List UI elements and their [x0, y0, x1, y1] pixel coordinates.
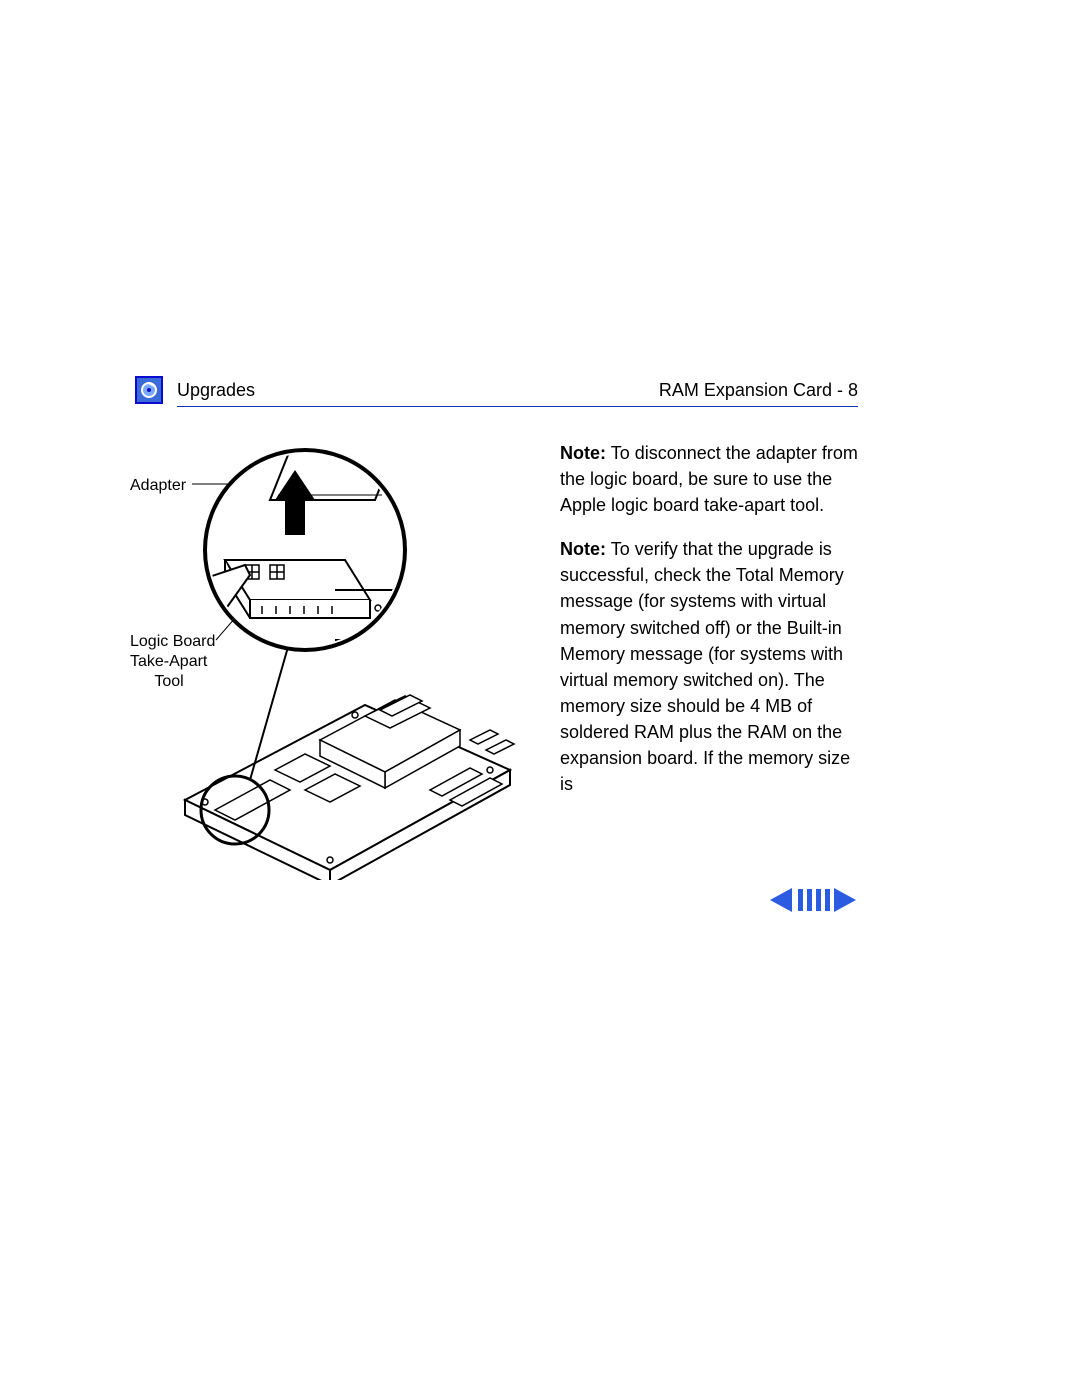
document-page: Upgrades RAM Expansion Card - 8 Adapter …: [0, 0, 1080, 1397]
note-1: Note: To disconnect the adapter from the…: [560, 440, 860, 518]
diagram-svg: [130, 440, 520, 880]
section-icon: [135, 376, 163, 404]
page-nav: [768, 886, 858, 914]
technical-diagram: Adapter Logic Board Take-Apart Tool: [130, 440, 520, 880]
note-2-text: To verify that the upgrade is successful…: [560, 539, 850, 794]
note-2: Note: To verify that the upgrade is succ…: [560, 536, 860, 797]
page-title: RAM Expansion Card - 8: [659, 380, 858, 401]
body-copy: Note: To disconnect the adapter from the…: [560, 440, 860, 815]
section-title: Upgrades: [177, 380, 255, 401]
note-label-1: Note:: [560, 443, 606, 463]
header-divider: [177, 406, 858, 407]
page-header: Upgrades RAM Expansion Card - 8: [135, 380, 858, 410]
next-page-button[interactable]: [834, 888, 856, 912]
page-scrubber[interactable]: [798, 889, 830, 911]
prev-page-button[interactable]: [770, 888, 792, 912]
note-label-2: Note:: [560, 539, 606, 559]
